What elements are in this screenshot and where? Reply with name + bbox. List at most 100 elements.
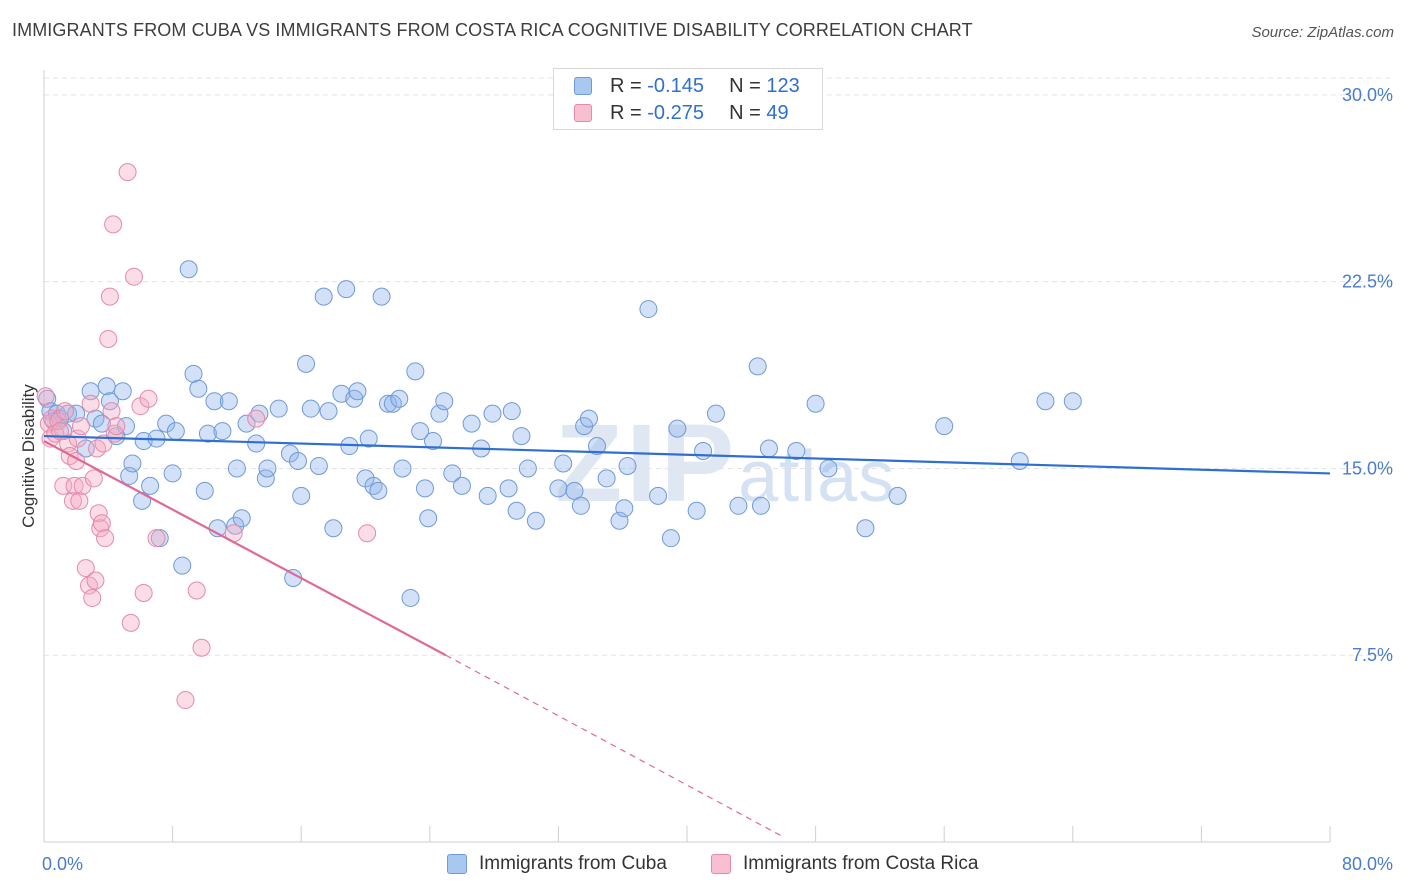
cuba-point <box>935 417 954 436</box>
cuba-point <box>419 509 438 528</box>
legend-n-label: N = <box>729 75 767 97</box>
costa-rica-point <box>125 267 144 286</box>
cuba-point <box>478 486 497 505</box>
costa-rica-point <box>83 588 102 607</box>
cuba-trend-line <box>43 434 1331 475</box>
legend-swatch-costa-rica <box>574 104 592 122</box>
cuba-point <box>258 459 277 478</box>
cuba-point <box>694 442 713 461</box>
cuba-point <box>661 529 680 548</box>
cuba-point <box>571 496 590 515</box>
cuba-point <box>787 442 806 461</box>
cuba-point <box>1063 392 1082 411</box>
costa-rica-point <box>81 394 100 413</box>
cuba-point <box>250 404 269 423</box>
legend-n-value: 123 <box>766 75 800 97</box>
costa-rica-point <box>96 529 115 548</box>
cuba-point <box>198 424 217 443</box>
cuba-point <box>615 499 634 518</box>
cuba-point <box>443 464 462 483</box>
costa-rica-point <box>121 613 140 632</box>
cuba-point <box>157 414 176 433</box>
cuba-point <box>195 481 214 500</box>
legend-n-label: N = <box>729 102 767 124</box>
costa-rica-point <box>89 504 108 523</box>
cuba-point <box>502 402 521 421</box>
cuba-point <box>232 509 251 528</box>
cuba-point <box>379 394 398 413</box>
y-axis-label: Cognitive Disability <box>19 384 38 528</box>
costa-rica-point <box>76 559 95 578</box>
cuba-point <box>806 394 825 413</box>
stats-legend: R = -0.145 N = 123 R = -0.275 N = 49 <box>553 68 823 130</box>
cuba-point <box>759 439 778 458</box>
cuba-point <box>247 434 266 453</box>
cuba-point <box>113 382 132 401</box>
cuba-point <box>518 459 537 478</box>
cuba-point <box>173 556 192 575</box>
cuba-point <box>579 409 598 428</box>
costa-rica-point <box>139 389 158 408</box>
bottom-legend-swatch-costa-rica <box>711 854 731 874</box>
costa-rica-point <box>247 409 266 428</box>
y-tick-label: 30.0% <box>1342 85 1393 105</box>
cuba-point <box>452 476 471 495</box>
cuba-point <box>597 469 616 488</box>
cuba-point <box>227 459 246 478</box>
x-tick-label: 80.0% <box>1342 854 1393 874</box>
cuba-point <box>390 389 409 408</box>
costa-rica-point <box>55 402 74 421</box>
cuba-point <box>424 432 443 451</box>
cuba-point <box>205 392 224 411</box>
costa-rica-trend-extension <box>445 654 784 838</box>
cuba-point <box>348 382 367 401</box>
cuba-point <box>123 454 142 473</box>
costa-rica-point <box>71 417 90 436</box>
cuba-point <box>618 456 637 475</box>
cuba-point <box>729 496 748 515</box>
costa-rica-point <box>92 514 111 533</box>
costa-rica-point <box>99 329 118 348</box>
watermark-big: ZIP <box>555 402 739 525</box>
costa-rica-point <box>187 581 206 600</box>
cuba-point <box>1010 451 1029 470</box>
cuba-point <box>526 511 545 530</box>
costa-rica-point <box>147 529 166 548</box>
cuba-point <box>462 414 481 433</box>
y-tick-label: 15.0% <box>1342 458 1393 478</box>
cuba-point <box>706 404 725 423</box>
cuba-point <box>415 479 434 498</box>
cuba-point <box>554 454 573 473</box>
cuba-point <box>359 429 378 448</box>
costa-rica-point <box>70 491 89 510</box>
costa-rica-point <box>107 417 126 436</box>
costa-rica-point <box>192 638 211 657</box>
cuba-point <box>369 481 388 500</box>
cuba-point <box>163 464 182 483</box>
costa-rica-point <box>84 469 103 488</box>
costa-rica-trend-line <box>43 440 447 657</box>
cuba-point <box>411 422 430 441</box>
costa-rica-point <box>118 163 137 182</box>
costa-rica-point <box>176 691 195 710</box>
source-label: Source: ZipAtlas.com <box>1251 24 1394 41</box>
cuba-point <box>888 486 907 505</box>
cuba-point <box>507 501 526 520</box>
cuba-point <box>179 260 198 279</box>
cuba-point <box>301 399 320 418</box>
cuba-point <box>269 399 288 418</box>
legend-r-label: R = <box>610 75 648 97</box>
cuba-point <box>512 427 531 446</box>
cuba-point <box>549 479 568 498</box>
x-tick-label: 0.0% <box>42 854 83 874</box>
cuba-point <box>92 414 111 433</box>
costa-rica-point <box>104 215 123 234</box>
cuba-point <box>116 417 135 436</box>
bottom-legend-label-costa-rica: Immigrants from Costa Rica <box>743 853 979 874</box>
y-tick-label: 22.5% <box>1342 272 1393 292</box>
cuba-point <box>141 476 160 495</box>
cuba-point <box>337 280 356 299</box>
costa-rica-point <box>36 387 55 406</box>
cuba-point <box>435 392 454 411</box>
